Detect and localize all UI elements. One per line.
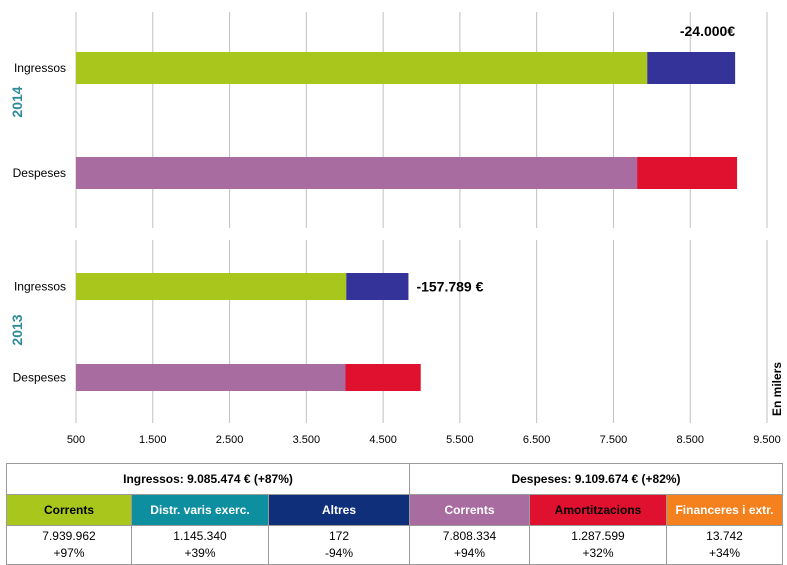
category-change: +97% [53, 546, 85, 560]
category-value-cell: 1.145.340 +39% [131, 525, 269, 565]
ingressos-total: Ingressos: 9.085.474 € (+87%) [6, 463, 410, 495]
category-change: +34% [708, 546, 741, 560]
category-amount: 7.808.334 [442, 529, 497, 543]
bar-segment [76, 364, 346, 391]
category-change: +94% [453, 546, 486, 560]
category-label: Ingressos [14, 61, 66, 75]
category-amount: 1.145.340 [173, 529, 227, 543]
budget-chart: Ingressos Despeses 2014 -24.000€ Ingressos De… [9, 12, 784, 446]
category-change: -94% [324, 546, 353, 560]
x-tick-label: 2.500 [216, 434, 244, 446]
category-header: Corrents [409, 494, 530, 526]
category-label: Despeses [13, 166, 66, 180]
category-header: Financeres i extr. [665, 494, 784, 526]
category-label: Ingressos [14, 280, 66, 294]
category-header: Altres [268, 494, 410, 526]
category-header: Amortitzacions [529, 494, 667, 526]
units-label: En milers [770, 362, 784, 416]
category-amount: 7.939.962 [42, 529, 96, 543]
x-tick-label: 7.500 [600, 434, 628, 446]
summary-table: Ingressos: 9.085.474 € (+87%) Despeses: … [6, 463, 784, 565]
bar-segment [647, 52, 736, 84]
despeses-total: Despeses: 9.109.674 € (+82%) [408, 463, 784, 495]
category-amount: 172 [328, 529, 350, 543]
bar-segment [345, 364, 421, 391]
x-tick-label: 3.500 [293, 434, 321, 446]
category-value-cell: 1.287.599 +32% [529, 525, 667, 565]
year-label: 2013 [9, 314, 25, 345]
category-value-cell: 13.742 +34% [665, 525, 784, 565]
x-tick-label: 8.500 [676, 434, 704, 446]
bar-segment [637, 157, 738, 189]
x-tick-label: 9.500 [753, 434, 781, 446]
category-amount: 1.287.599 [571, 529, 625, 543]
category-label: Despeses [13, 371, 66, 385]
category-header: Distr. varis exerc. [131, 494, 269, 526]
category-value-cell: 7.939.962 +97% [6, 525, 132, 565]
bar-segment [76, 52, 648, 84]
category-change: +32% [582, 546, 614, 560]
bar-segment [76, 273, 347, 300]
category-value-cell: 7.808.334 +94% [409, 525, 530, 565]
x-tick-label: 1.500 [139, 434, 167, 446]
category-value-cell: 172 -94% [268, 525, 410, 565]
year-label: 2014 [9, 86, 25, 117]
x-tick-label: 5.500 [446, 434, 474, 446]
bar-segment [346, 273, 409, 300]
x-tick-label: 4.500 [369, 434, 397, 446]
bar-segment [76, 157, 638, 189]
difference-label: -24.000€ [680, 23, 735, 39]
x-tick-label: 6.500 [523, 434, 551, 446]
category-header: Corrents [6, 494, 132, 526]
category-change: +39% [184, 546, 216, 560]
x-tick-label: 500 [67, 434, 85, 446]
category-amount: 13.742 [706, 529, 743, 543]
difference-label: -157.789 € [416, 279, 483, 295]
